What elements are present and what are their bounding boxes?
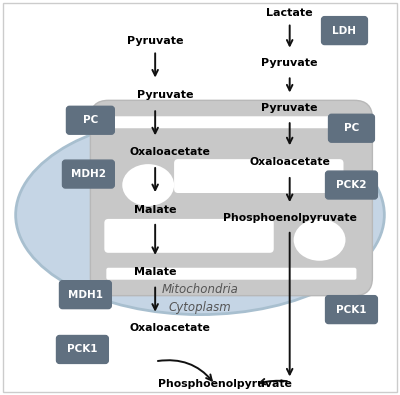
- Text: MDH2: MDH2: [71, 169, 106, 179]
- Text: Phosphoenolpyruvate: Phosphoenolpyruvate: [158, 379, 292, 389]
- FancyBboxPatch shape: [326, 295, 377, 324]
- Text: Pyruvate: Pyruvate: [127, 36, 184, 45]
- FancyBboxPatch shape: [106, 268, 356, 280]
- FancyBboxPatch shape: [104, 219, 274, 253]
- Text: Pyruvate: Pyruvate: [137, 90, 193, 100]
- Text: Malate: Malate: [134, 205, 176, 215]
- Text: Pyruvate: Pyruvate: [262, 103, 318, 113]
- FancyBboxPatch shape: [326, 171, 377, 199]
- Text: Malate: Malate: [134, 267, 176, 277]
- Text: Cytoplasm: Cytoplasm: [169, 301, 231, 314]
- Text: PCK1: PCK1: [336, 305, 367, 314]
- FancyBboxPatch shape: [328, 114, 374, 142]
- Ellipse shape: [294, 219, 346, 261]
- Text: Mitochondria: Mitochondria: [162, 283, 238, 296]
- FancyBboxPatch shape: [90, 100, 372, 295]
- FancyBboxPatch shape: [174, 159, 344, 193]
- Text: PCK2: PCK2: [336, 180, 367, 190]
- FancyBboxPatch shape: [322, 17, 368, 45]
- Text: PC: PC: [83, 115, 98, 125]
- Text: Oxaloacetate: Oxaloacetate: [130, 147, 210, 157]
- Text: Lactate: Lactate: [266, 8, 313, 18]
- Text: LDH: LDH: [332, 26, 356, 36]
- FancyBboxPatch shape: [62, 160, 114, 188]
- Text: MDH1: MDH1: [68, 290, 103, 300]
- Text: Pyruvate: Pyruvate: [262, 58, 318, 68]
- FancyBboxPatch shape: [56, 335, 108, 363]
- Text: PCK1: PCK1: [67, 344, 98, 354]
- FancyBboxPatch shape: [66, 106, 114, 134]
- FancyBboxPatch shape: [106, 116, 356, 128]
- Text: PC: PC: [344, 123, 359, 133]
- Text: Oxaloacetate: Oxaloacetate: [249, 157, 330, 167]
- Text: Oxaloacetate: Oxaloacetate: [130, 323, 210, 333]
- FancyBboxPatch shape: [60, 281, 111, 308]
- Text: Phosphoenolpyruvate: Phosphoenolpyruvate: [223, 213, 357, 223]
- Ellipse shape: [122, 164, 174, 206]
- Ellipse shape: [16, 115, 384, 314]
